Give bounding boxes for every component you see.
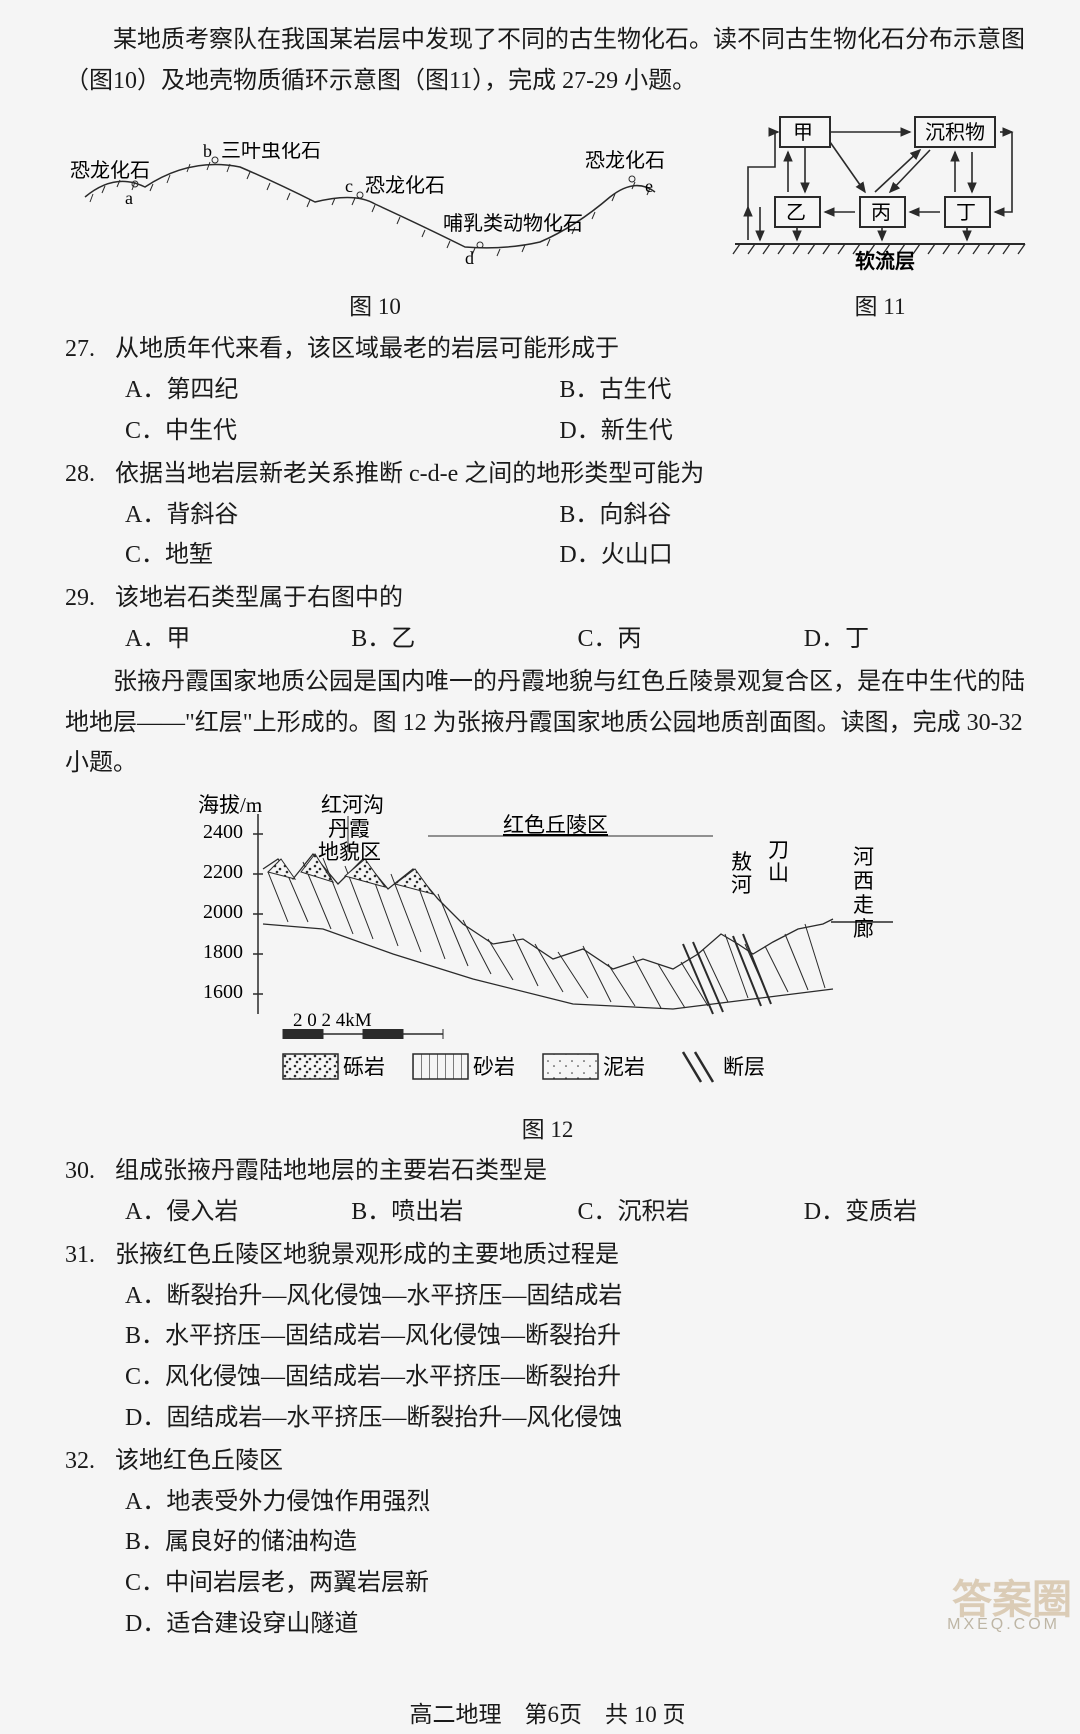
question-31: 31.张掖红色丘陵区地貌景观形成的主要地质过程是 A．断裂抬升—风化侵蚀—水平挤… bbox=[65, 1235, 1030, 1439]
svg-text:丹霞: 丹霞 bbox=[328, 817, 370, 841]
q32-opt-b: B．属良好的储油构造 bbox=[125, 1522, 1030, 1563]
svg-text:三叶虫化石: 三叶虫化石 bbox=[221, 142, 321, 162]
q29-opt-b: B．乙 bbox=[351, 619, 577, 660]
svg-text:1600: 1600 bbox=[203, 981, 243, 1003]
svg-text:沉积物: 沉积物 bbox=[925, 121, 985, 144]
q30-opt-d: D．变质岩 bbox=[804, 1192, 1030, 1233]
q30-stem: 组成张掖丹霞陆地地层的主要岩石类型是 bbox=[115, 1151, 547, 1192]
svg-text:丙: 丙 bbox=[871, 202, 891, 224]
svg-text:走: 走 bbox=[853, 893, 874, 917]
q27-opt-b: B．古生代 bbox=[559, 370, 993, 411]
figure-10-label: 图 10 bbox=[65, 287, 685, 326]
q27-opt-a: A．第四纪 bbox=[125, 370, 559, 411]
svg-text:b: b bbox=[203, 142, 212, 161]
svg-text:软流层: 软流层 bbox=[855, 249, 915, 272]
q31-num: 31. bbox=[65, 1235, 115, 1276]
svg-text:廊: 廊 bbox=[853, 917, 874, 941]
figures-row-10-11: 恐龙化石 a b 三叶虫化石 c 恐龙化石 d 哺乳类动物化石 e 恐龙化石 图… bbox=[65, 112, 1030, 327]
q28-opt-b: B．向斜谷 bbox=[559, 495, 993, 536]
svg-text:c: c bbox=[345, 176, 353, 196]
svg-text:a: a bbox=[125, 188, 133, 208]
q31-opt-a: A．断裂抬升—风化侵蚀—水平挤压—固结成岩 bbox=[125, 1276, 1030, 1317]
intro-paragraph-2: 张掖丹霞国家地质公园是国内唯一的丹霞地貌与红色丘陵景观复合区，是在中生代的陆地地… bbox=[65, 662, 1030, 784]
q28-num: 28. bbox=[65, 454, 115, 495]
svg-text:甲: 甲 bbox=[793, 122, 813, 144]
q31-opt-b: B．水平挤压—固结成岩—风化侵蚀—断裂抬升 bbox=[125, 1316, 1030, 1357]
figure-12: 海拔/m 2400 2200 2000 1800 1600 bbox=[65, 794, 1030, 1149]
svg-text:丁: 丁 bbox=[956, 202, 976, 224]
svg-text:2 0 2 4kM: 2 0 2 4kM bbox=[293, 1010, 372, 1031]
svg-text:山: 山 bbox=[768, 861, 789, 885]
question-30: 30.组成张掖丹霞陆地地层的主要岩石类型是 A．侵入岩 B．喷出岩 C．沉积岩 … bbox=[65, 1151, 1030, 1233]
svg-text:河: 河 bbox=[853, 845, 874, 869]
q27-opt-c: C．中生代 bbox=[125, 411, 559, 452]
q28-opt-d: D．火山口 bbox=[559, 535, 993, 576]
svg-text:海拔/m: 海拔/m bbox=[198, 794, 262, 817]
q30-opt-a: A．侵入岩 bbox=[125, 1192, 351, 1233]
svg-text:断层: 断层 bbox=[723, 1055, 765, 1079]
q29-stem: 该地岩石类型属于右图中的 bbox=[115, 578, 403, 619]
q29-opt-d: D．丁 bbox=[804, 619, 1030, 660]
figure-11: 甲 沉积物 乙 丙 丁 bbox=[730, 112, 1030, 327]
q28-stem: 依据当地岩层新老关系推断 c-d-e 之间的地形类型可能为 bbox=[115, 454, 704, 495]
question-29: 29.该地岩石类型属于右图中的 A．甲 B．乙 C．丙 D．丁 bbox=[65, 578, 1030, 660]
svg-text:乙: 乙 bbox=[786, 202, 806, 224]
figure-12-label: 图 12 bbox=[65, 1110, 1030, 1149]
q32-stem: 该地红色丘陵区 bbox=[115, 1441, 283, 1482]
svg-text:哺乳类动物化石: 哺乳类动物化石 bbox=[443, 212, 583, 235]
page-footer: 高二地理 第6页 共 10 页 bbox=[65, 1695, 1030, 1734]
question-27: 27.从地质年代来看，该区域最老的岩层可能形成于 A．第四纪 B．古生代 C．中… bbox=[65, 329, 1030, 451]
watermark-url: MXEQ.COM bbox=[947, 1611, 1060, 1638]
q31-opt-c: C．风化侵蚀—固结成岩—水平挤压—断裂抬升 bbox=[125, 1357, 1030, 1398]
q32-opt-d: D．适合建设穿山隧道 bbox=[125, 1604, 1030, 1645]
q30-opt-b: B．喷出岩 bbox=[351, 1192, 577, 1233]
svg-text:e: e bbox=[645, 176, 653, 196]
svg-text:地貌区: 地貌区 bbox=[318, 840, 381, 864]
svg-text:红色丘陵区: 红色丘陵区 bbox=[503, 813, 608, 837]
q28-opt-c: C．地堑 bbox=[125, 535, 559, 576]
figure-11-label: 图 11 bbox=[730, 287, 1030, 326]
q28-opt-a: A．背斜谷 bbox=[125, 495, 559, 536]
q32-opt-c: C．中间岩层老，两翼岩层新 bbox=[125, 1563, 1030, 1604]
q29-num: 29. bbox=[65, 578, 115, 619]
svg-text:砾岩: 砾岩 bbox=[343, 1055, 385, 1079]
svg-text:泥岩: 泥岩 bbox=[603, 1055, 645, 1079]
q32-opt-a: A．地表受外力侵蚀作用强烈 bbox=[125, 1482, 1030, 1523]
svg-text:d: d bbox=[465, 248, 474, 268]
svg-text:恐龙化石: 恐龙化石 bbox=[70, 159, 150, 182]
q31-opt-d: D．固结成岩—水平挤压—断裂抬升—风化侵蚀 bbox=[125, 1398, 1030, 1439]
figure-10: 恐龙化石 a b 三叶虫化石 c 恐龙化石 d 哺乳类动物化石 e 恐龙化石 图… bbox=[65, 142, 685, 327]
question-32: 32.该地红色丘陵区 A．地表受外力侵蚀作用强烈 B．属良好的储油构造 C．中间… bbox=[65, 1441, 1030, 1645]
svg-text:恐龙化石: 恐龙化石 bbox=[585, 149, 665, 172]
q30-num: 30. bbox=[65, 1151, 115, 1192]
q32-num: 32. bbox=[65, 1441, 115, 1482]
q27-num: 27. bbox=[65, 329, 115, 370]
question-28: 28.依据当地岩层新老关系推断 c-d-e 之间的地形类型可能为 A．背斜谷 B… bbox=[65, 454, 1030, 576]
q29-opt-c: C．丙 bbox=[578, 619, 804, 660]
svg-text:2400: 2400 bbox=[203, 821, 243, 843]
svg-text:西: 西 bbox=[853, 869, 874, 893]
q27-stem: 从地质年代来看，该区域最老的岩层可能形成于 bbox=[115, 329, 619, 370]
intro-paragraph-1: 某地质考察队在我国某岩层中发现了不同的古生物化石。读不同古生物化石分布示意图（图… bbox=[65, 20, 1030, 102]
svg-text:红河沟: 红河沟 bbox=[321, 794, 384, 817]
q31-stem: 张掖红色丘陵区地貌景观形成的主要地质过程是 bbox=[115, 1235, 619, 1276]
svg-text:砂岩: 砂岩 bbox=[473, 1055, 515, 1079]
svg-text:2200: 2200 bbox=[203, 861, 243, 883]
svg-text:恐龙化石: 恐龙化石 bbox=[365, 174, 445, 197]
svg-text:1800: 1800 bbox=[203, 941, 243, 963]
svg-text:刀: 刀 bbox=[768, 838, 789, 862]
svg-text:敖: 敖 bbox=[731, 850, 752, 874]
svg-text:河: 河 bbox=[731, 873, 752, 897]
q29-opt-a: A．甲 bbox=[125, 619, 351, 660]
q27-opt-d: D．新生代 bbox=[559, 411, 993, 452]
q30-opt-c: C．沉积岩 bbox=[578, 1192, 804, 1233]
svg-text:2000: 2000 bbox=[203, 901, 243, 923]
